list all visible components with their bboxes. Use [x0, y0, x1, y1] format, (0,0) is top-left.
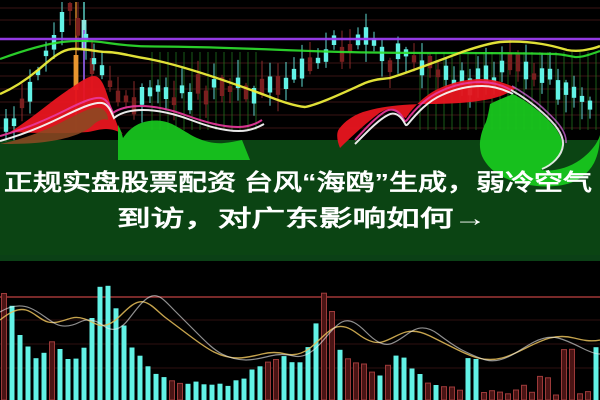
- svg-text:到访，对广东影响如何→: 到访，对广东影响如何→: [117, 205, 487, 231]
- svg-text:正规实盘股票配资 台风“海鸥”生成，弱冷空气: 正规实盘股票配资 台风“海鸥”生成，弱冷空气: [4, 169, 592, 195]
